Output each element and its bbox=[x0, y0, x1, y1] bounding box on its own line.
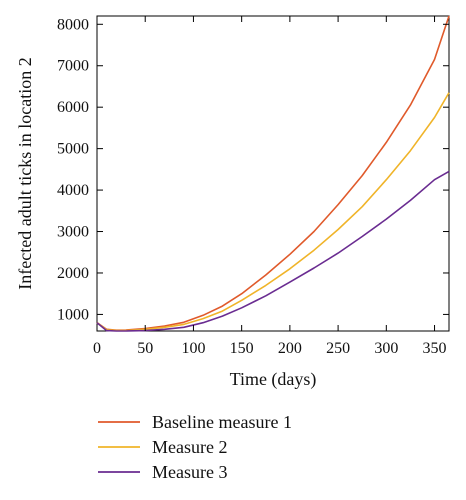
x-tick-label: 0 bbox=[93, 340, 101, 357]
plot-frame bbox=[96, 15, 450, 332]
plot-area bbox=[96, 15, 450, 332]
y-tick-label: 8000 bbox=[57, 16, 89, 33]
x-tick-label: 50 bbox=[137, 340, 153, 357]
y-axis: 1000 2000 3000 4000 5000 6000 7000 8000 bbox=[57, 16, 449, 323]
x-tick-label: 300 bbox=[374, 340, 398, 357]
x-tick-label: 350 bbox=[423, 340, 447, 357]
y-axis-title: Infected adult ticks in location 2 bbox=[15, 57, 35, 289]
legend-label-3: Measure 3 bbox=[152, 462, 227, 482]
x-tick-label: 200 bbox=[278, 340, 302, 357]
x-tick-label: 150 bbox=[230, 340, 254, 357]
y-tick-label: 3000 bbox=[57, 224, 89, 241]
legend-label-2: Measure 2 bbox=[152, 437, 227, 457]
series-line-3 bbox=[96, 170, 450, 332]
x-tick-label: 100 bbox=[181, 340, 205, 357]
y-tick-label: 5000 bbox=[57, 141, 89, 158]
legend-label-1: Baseline measure 1 bbox=[152, 412, 292, 432]
x-axis: 0 50 100 150 200 250 300 350 bbox=[93, 16, 447, 357]
y-tick-label: 1000 bbox=[57, 306, 89, 323]
legend: Baseline measure 1 Measure 2 Measure 3 bbox=[98, 412, 292, 482]
series-line-1 bbox=[96, 15, 450, 332]
series-layer bbox=[96, 15, 450, 332]
y-tick-label: 7000 bbox=[57, 58, 89, 75]
y-tick-label: 6000 bbox=[57, 99, 89, 116]
x-tick-label: 250 bbox=[326, 340, 350, 357]
y-tick-label: 4000 bbox=[57, 182, 89, 199]
y-tick-label: 2000 bbox=[57, 265, 89, 282]
x-axis-title: Time (days) bbox=[230, 369, 317, 390]
